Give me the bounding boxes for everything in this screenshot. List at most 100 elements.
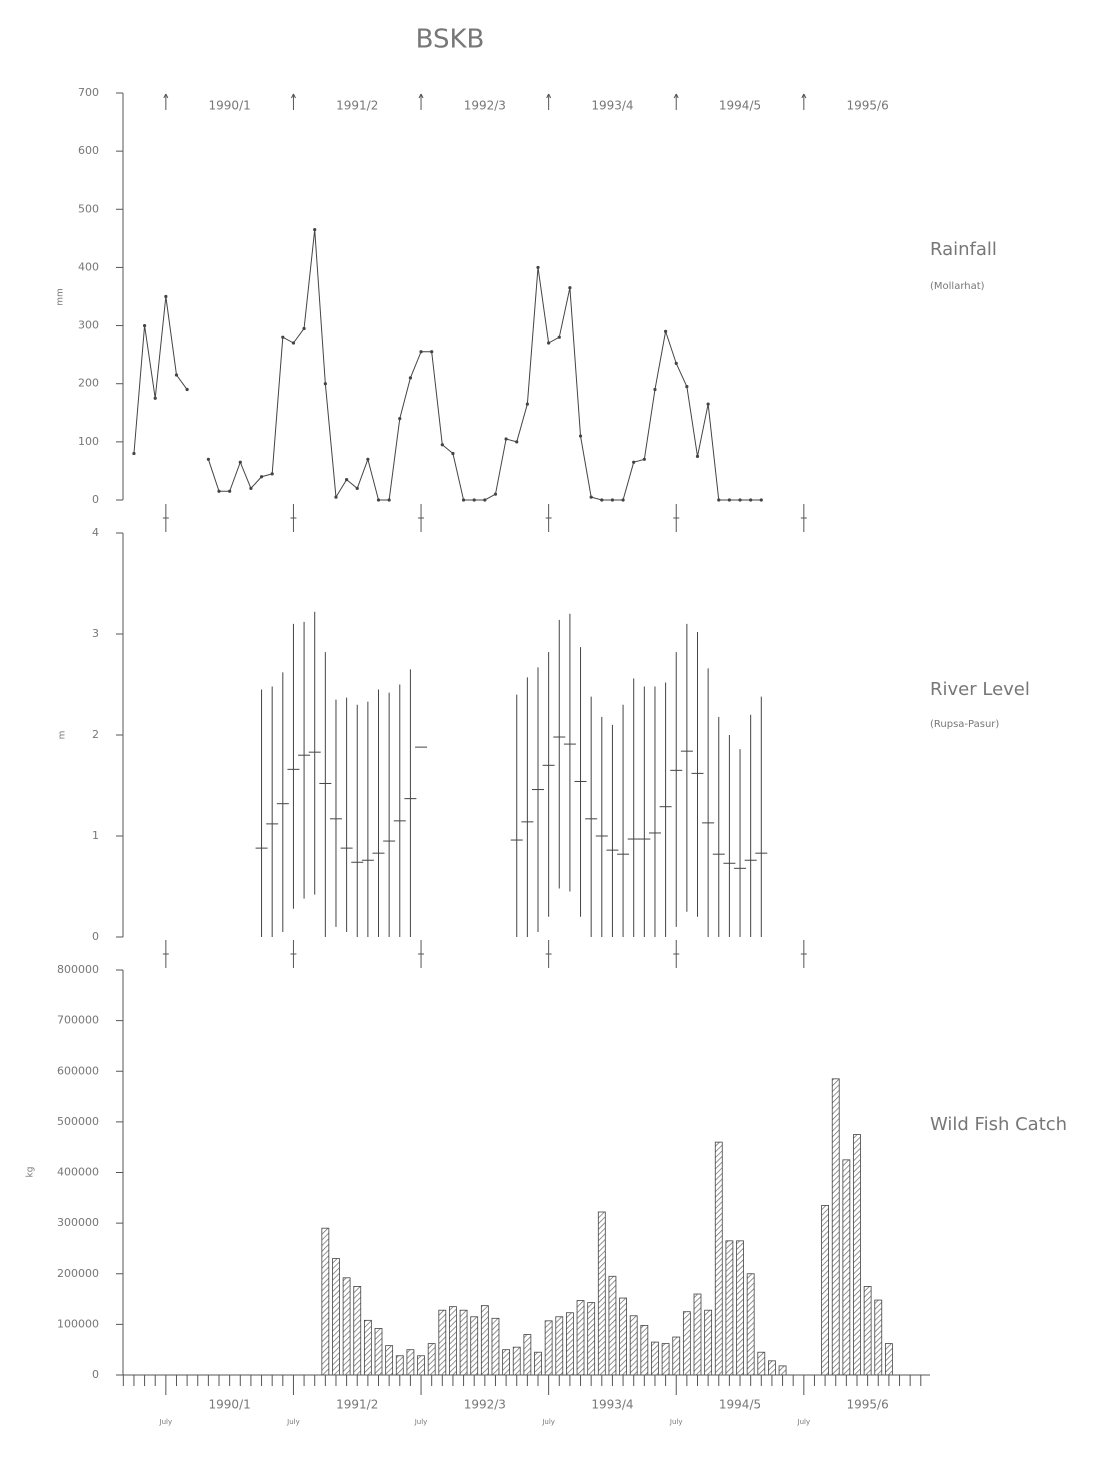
rainfall-point (440, 443, 444, 447)
rainfall-point (206, 457, 210, 461)
rainfall-point (228, 489, 232, 493)
rainfall-point (313, 228, 317, 232)
catch-bar (736, 1240, 744, 1376)
rainfall-point (461, 498, 466, 502)
x-tick-label: July (797, 1418, 811, 1426)
catch-bar (534, 1351, 542, 1376)
catch-bar (629, 1315, 638, 1376)
rainfall-point (578, 434, 583, 438)
rainfall-point (632, 460, 636, 464)
rainfall-point (376, 498, 381, 502)
rainfall-point (387, 498, 391, 502)
catch-bar (821, 1205, 829, 1376)
catch-bar (427, 1343, 436, 1376)
rainfall-point (323, 382, 327, 386)
x-tick-label: July (541, 1418, 555, 1426)
y-tick-label: 700 (78, 86, 99, 99)
rainfall-point (749, 498, 753, 502)
y-tick-label: 100 (78, 435, 99, 448)
catch-bar (363, 1319, 372, 1376)
season-label: 1995/6 (847, 1398, 889, 1412)
season-label: 1992/3 (464, 1398, 506, 1412)
catch-bar (746, 1273, 755, 1376)
y-tick-label: 600000 (57, 1064, 99, 1077)
catch-bar (661, 1343, 670, 1376)
rainfall-point (610, 498, 615, 502)
july-marker (675, 93, 679, 99)
catch-bar (853, 1134, 861, 1376)
season-label: 1990/1 (209, 1398, 251, 1412)
rainfall-point (238, 460, 242, 464)
july-marker (418, 93, 422, 99)
y-tick-label: 4 (92, 526, 99, 539)
y-tick-label: 200 (78, 377, 99, 390)
rainfall-point (249, 486, 253, 490)
july-marker (548, 93, 552, 99)
y-tick-label: 200000 (57, 1267, 99, 1280)
catch-bar (608, 1275, 617, 1376)
catch-bar (342, 1277, 351, 1376)
catch-bar (693, 1293, 702, 1376)
season-label: 1994/5 (719, 99, 761, 113)
y-tick-label: 0 (92, 930, 99, 943)
catch-bar (544, 1320, 553, 1376)
rainfall-point (270, 472, 274, 476)
catch-bar (831, 1078, 840, 1376)
catch-bar (619, 1297, 627, 1376)
catch-bar (651, 1341, 659, 1376)
july-marker (165, 93, 169, 99)
rainfall-point (291, 341, 296, 345)
catch-bar (470, 1316, 479, 1376)
y-tick-label: 800000 (57, 963, 99, 976)
y-tick-label: 2 (92, 728, 99, 741)
catch-bar (374, 1328, 383, 1376)
panel-sublabel: (Mollarhat) (930, 281, 985, 292)
rainfall-point (153, 396, 157, 400)
catch-bar (704, 1309, 713, 1376)
y-tick-label: 100000 (57, 1317, 99, 1330)
season-label: 1991/2 (336, 1398, 378, 1412)
season-label: 1992/3 (464, 99, 506, 113)
rainfall-point (695, 454, 700, 458)
july-marker (290, 93, 294, 99)
rainfall-point (281, 335, 285, 339)
catch-bar (523, 1334, 532, 1376)
y-tick-label: 300000 (57, 1216, 99, 1229)
panel-sublabel: (Rupsa-Pasur) (930, 719, 999, 730)
x-tick-label: July (669, 1418, 683, 1426)
rainfall-point (493, 492, 498, 496)
y-tick-label: 3 (92, 627, 99, 640)
rainfall-point (472, 498, 476, 502)
y-tick-label: 500000 (57, 1115, 99, 1128)
rainfall-point (217, 489, 221, 493)
catch-bar (757, 1351, 766, 1376)
rainfall-point (366, 457, 370, 461)
rainfall-point (483, 498, 487, 502)
x-tick-label: July (159, 1418, 173, 1426)
catch-bar (385, 1345, 394, 1376)
rainfall-point (142, 323, 147, 328)
catch-bar (459, 1309, 468, 1376)
y-tick-label: 1 (92, 829, 99, 842)
y-tick-label: 400000 (57, 1166, 99, 1179)
catch-bar (406, 1349, 415, 1376)
catch-bar (502, 1349, 511, 1376)
catch-bar (512, 1346, 521, 1376)
rainfall-point (568, 286, 572, 290)
catch-bar (480, 1305, 489, 1376)
y-axis-label: mm (56, 288, 66, 306)
rainfall-point (164, 294, 168, 299)
catch-bar (395, 1355, 404, 1376)
y-tick-label: 300 (78, 319, 99, 332)
rainfall-point (706, 402, 710, 406)
catch-bar (438, 1309, 447, 1376)
july-marker (546, 93, 550, 99)
catch-bar (597, 1211, 606, 1376)
rainfall-point (717, 498, 721, 502)
rainfall-point (557, 335, 561, 339)
rainfall-point (621, 498, 625, 502)
catch-bar (874, 1299, 883, 1376)
rainfall-line (207, 229, 762, 501)
catch-bar (417, 1355, 425, 1376)
